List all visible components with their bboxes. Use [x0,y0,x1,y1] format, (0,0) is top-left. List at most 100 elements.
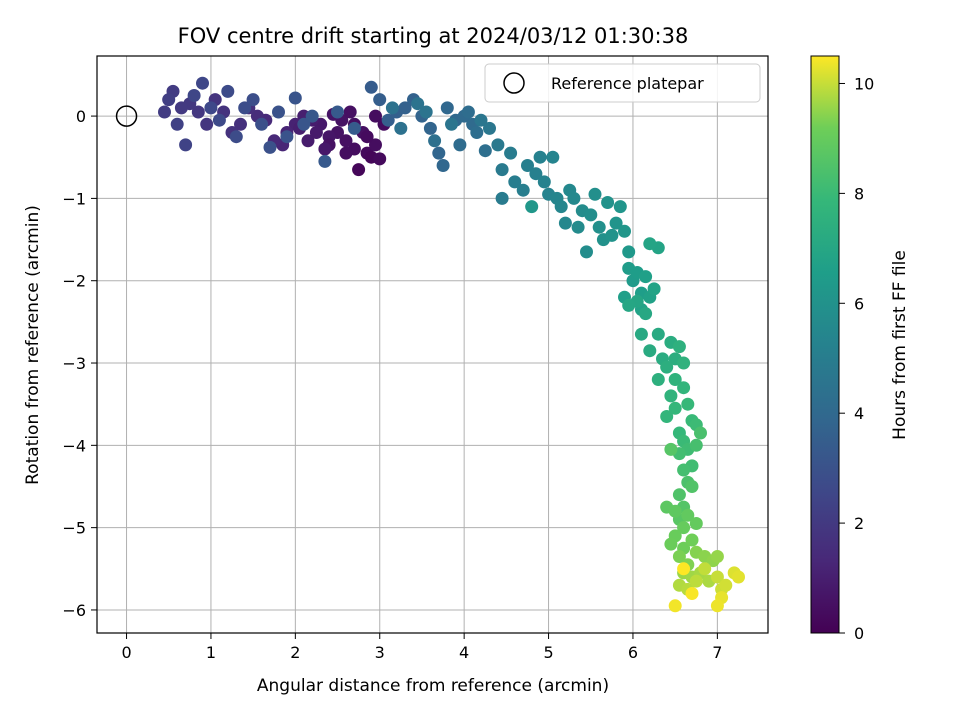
x-axis-label: Angular distance from reference (arcmin) [257,676,609,696]
scatter-point [613,200,627,214]
scatter-point [668,373,682,386]
scatter-point [537,175,551,189]
x-tick-label: 5 [543,643,553,662]
scatter-point [170,117,184,131]
scatter-point [428,134,442,148]
scatter-point [677,463,691,477]
scatter-point [681,397,695,411]
y-tick-label: −3 [62,354,86,373]
scatter-point [643,344,657,358]
reference-platepar-marker [115,105,138,127]
colorbar: 0 2 4 6 8 10 Hours from first FF file [810,55,910,643]
legend-label: Reference platepar [551,74,704,93]
scatter-point [360,130,374,144]
x-tick-label: 3 [375,643,385,662]
scatter-point [681,508,695,522]
scatter-point [732,570,745,584]
y-tick-label: −6 [62,601,86,620]
scatter-point [634,327,648,341]
scatter-point [191,105,205,119]
scatter-point [622,245,636,259]
scatter-point [639,307,653,321]
scatter-point [491,138,505,152]
colorbar-gradient [810,55,840,634]
legend: Reference platepar [484,63,761,103]
scatter-point [664,537,678,551]
scatter-point [529,167,543,181]
scatter-point [668,504,682,518]
colorbar-tick-label: 2 [854,514,864,533]
scatter-point [677,381,691,395]
colorbar-tick-label: 8 [854,184,864,203]
scatter-point [664,389,678,403]
scatter-point [677,521,691,535]
scatter-point [609,216,623,230]
chart-title: FOV centre drift starting at 2024/03/12 … [178,24,689,48]
scatter-point [558,216,572,230]
x-tick-label: 0 [121,643,131,662]
scatter-point [318,142,332,156]
scatter-point [369,109,382,123]
legend-box [484,63,761,103]
scatter-point [651,373,665,386]
scatter-point [440,101,454,115]
scatter-point [288,91,302,105]
y-tick-label: −2 [62,272,86,291]
x-tick-label: 1 [206,643,216,662]
scatter-point [639,270,653,284]
grid-lines [97,56,768,633]
scatter-point [719,578,733,592]
scatter-point [234,117,247,131]
scatter-point [187,89,201,102]
scatter-point [660,410,674,423]
scatter-point [651,327,665,341]
scatter-point [664,442,678,456]
scatter-point [672,550,686,563]
colorbar-tick-label: 10 [854,74,874,93]
scatter-point [373,93,387,107]
scatter-point [263,140,277,154]
scatter-point [162,93,176,107]
colorbar-tick-label: 4 [854,404,864,423]
plot-frame [96,55,769,634]
scatter-point [318,154,332,168]
x-tick-label: 2 [290,643,300,662]
scatter-point [204,101,218,115]
scatter-point [672,340,686,354]
scatter-points [158,76,745,613]
scatter-point [221,84,235,98]
scatter-point [643,237,657,251]
scatter-point [694,426,707,440]
scatter-point [495,191,509,205]
scatter-point [436,159,450,172]
colorbar-label: Hours from first FF file [890,250,910,440]
scatter-point [571,220,585,234]
scatter-point [301,134,315,148]
scatter-point [369,138,382,152]
scatter-point [605,228,619,242]
y-axis-ticks: 0 −1 −2 −3 −4 −5 −6 [62,107,97,620]
scatter-point [567,191,581,205]
scatter-point [453,138,467,152]
colorbar-tick-label: 0 [854,624,864,643]
scatter-point [672,488,686,502]
y-tick-label: −1 [62,189,86,208]
scatter-point [474,113,488,127]
scatter-point [698,562,712,576]
scatter-point [445,117,458,131]
scatter-point [508,175,522,189]
scatter-point [432,146,446,160]
scatter-point [364,80,378,94]
scatter-point [398,101,412,115]
scatter-point [618,224,631,238]
scatter-point [710,550,724,563]
scatter-point [347,121,361,135]
scatter-point [280,130,294,144]
scatter-point [461,105,475,119]
scatter-point [668,599,682,613]
y-tick-label: −5 [62,519,86,538]
scatter-point [411,97,425,111]
x-axis-ticks: 0 1 2 3 4 5 6 7 [121,633,722,662]
scatter-point [158,105,171,119]
